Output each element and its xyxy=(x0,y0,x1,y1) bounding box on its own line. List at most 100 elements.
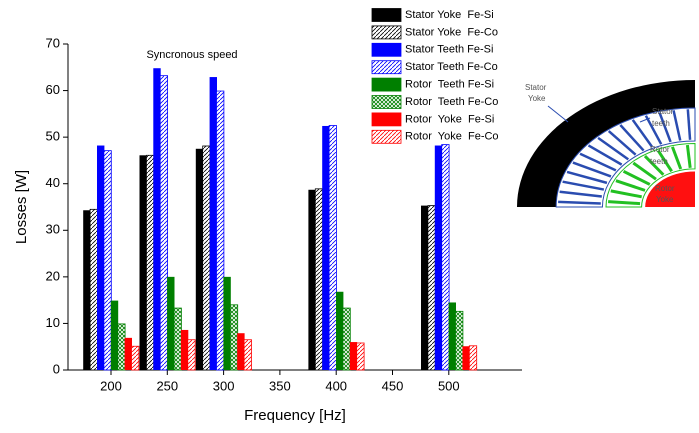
rotor-slot xyxy=(633,163,656,179)
rotor-slot xyxy=(624,171,650,184)
bar xyxy=(159,75,168,371)
stator-slot xyxy=(580,154,616,171)
legend-label: Rotor Yoke Fe-Co xyxy=(405,131,499,143)
bar xyxy=(448,302,456,370)
bar xyxy=(131,345,140,371)
legend-label: Stator Yoke Fe-Si xyxy=(405,9,494,21)
y-tick-label: 60 xyxy=(46,82,60,97)
bar xyxy=(173,307,182,371)
legend-swatch xyxy=(371,60,402,75)
legend-label: Rotor Teeth Fe-Co xyxy=(405,96,498,108)
bar xyxy=(145,154,155,371)
legend-swatch xyxy=(371,77,402,92)
y-tick-label: 70 xyxy=(46,35,60,50)
pointer xyxy=(639,117,651,123)
bar xyxy=(237,333,245,370)
bar xyxy=(421,205,429,370)
stator-slot xyxy=(620,125,643,151)
x-axis-label: Frequency [Hz] xyxy=(244,407,346,424)
bar xyxy=(209,77,217,371)
stator-slot xyxy=(588,145,621,164)
bar xyxy=(229,304,239,371)
stator-slot xyxy=(563,182,604,190)
rotor-slot xyxy=(611,191,642,197)
bar xyxy=(187,339,196,371)
stator-slot xyxy=(558,202,601,204)
bar xyxy=(216,90,225,371)
bar xyxy=(180,329,189,370)
inset-label: teeth xyxy=(652,119,670,128)
pointer xyxy=(547,105,569,123)
stator-slot xyxy=(646,116,661,144)
bar xyxy=(243,339,252,371)
bar xyxy=(97,145,105,370)
bar xyxy=(336,291,344,370)
inset-label: teeth xyxy=(650,157,668,166)
legend-label: Stator Yoke Fe-Co xyxy=(405,26,498,38)
x-tick-label: 200 xyxy=(100,378,122,393)
bar xyxy=(124,337,132,370)
rotor-slot xyxy=(608,202,640,204)
rotor-slot xyxy=(658,151,672,172)
legend-label: Rotor Yoke Fe-Si xyxy=(405,113,494,125)
x-tick-label: 350 xyxy=(269,378,291,393)
legend-swatch xyxy=(371,95,402,109)
stator-slot xyxy=(688,109,690,139)
bar xyxy=(195,148,204,370)
stator-slot xyxy=(609,131,636,155)
bar xyxy=(103,150,112,371)
bar xyxy=(83,210,91,370)
inset-label: Yoke xyxy=(528,94,546,103)
y-tick-label: 20 xyxy=(46,268,60,283)
inset-label: Rotor xyxy=(655,184,675,193)
stator-slot xyxy=(567,172,607,183)
stator-slot xyxy=(560,192,602,197)
bar xyxy=(349,342,358,370)
bar xyxy=(139,155,147,370)
legend-label: Rotor Teeth Fe-Si xyxy=(405,79,494,91)
legend-swatch xyxy=(371,8,402,22)
bar xyxy=(223,276,231,370)
bar xyxy=(322,125,330,370)
bar xyxy=(427,205,436,371)
y-axis-label: Losses [W] xyxy=(13,170,30,244)
x-tick-label: 400 xyxy=(325,378,347,393)
stator-slot xyxy=(633,120,652,147)
bar xyxy=(153,68,161,371)
motor-section xyxy=(517,80,695,207)
inset-label: Stator xyxy=(652,107,674,116)
stator-yoke xyxy=(517,80,695,207)
rotor-slot xyxy=(687,145,690,168)
bar xyxy=(202,145,211,371)
bar xyxy=(441,144,450,371)
bar xyxy=(110,300,119,370)
stator-slot xyxy=(573,163,611,177)
bar xyxy=(167,276,175,370)
annotation: Syncronous speed xyxy=(146,49,237,61)
rotor-yoke xyxy=(645,171,695,207)
y-tick-label: 30 xyxy=(46,222,60,237)
inset-label: Yoke xyxy=(656,195,674,204)
rotor-slot xyxy=(672,147,680,169)
stator-slot xyxy=(598,138,628,160)
legend-swatch xyxy=(371,25,402,40)
bar xyxy=(455,310,464,371)
legend-swatch xyxy=(371,129,402,144)
motor-inset: Stator Yoke Stator teeth Rotor teeth Rot… xyxy=(517,80,695,207)
x-tick-label: 300 xyxy=(213,378,235,393)
bar xyxy=(462,346,470,370)
x-tick-label: 250 xyxy=(156,378,178,393)
y-tick-label: 50 xyxy=(46,129,60,144)
stator-slot xyxy=(674,110,681,140)
bar xyxy=(468,345,478,371)
legend-swatch xyxy=(371,42,402,57)
x-tick-label: 450 xyxy=(382,378,404,393)
bar xyxy=(342,307,351,371)
stator-slot xyxy=(660,113,671,142)
bar xyxy=(89,208,98,371)
bar xyxy=(314,188,324,371)
x-tick-label: 500 xyxy=(438,378,460,393)
legend-label: Stator Teeth Fe-Si xyxy=(405,44,493,56)
bar xyxy=(328,125,337,371)
